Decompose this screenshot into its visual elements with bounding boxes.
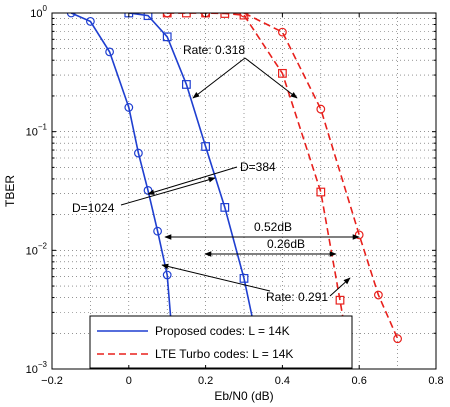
series-line [167,13,399,340]
legend-proposed-label: Proposed codes: L = 14K [155,324,290,338]
plot-frame [51,12,437,370]
data-point-square [220,203,230,212]
rate-0291-arrow-right [329,277,351,297]
annotation-rate-0318: Rate: 0.318 [183,43,245,57]
x-axis-label: Eb/N0 (dB) [214,389,273,403]
y-tick-label: 10−1 [26,123,48,139]
series-line [70,13,176,369]
legend: Proposed codes: L = 14K LTE Turbo codes:… [89,315,353,369]
x-tick-label: 0 [126,375,132,387]
annotation-rate-0291: Rate: 0.291 [266,290,328,304]
annotation-d1024: D=1024 [72,201,115,215]
series-proposed-square [124,13,264,369]
data-point-square [162,32,172,42]
data-point-circle [66,13,76,18]
data-point-circle [239,13,249,18]
annotation-026db: 0.26dB [267,237,305,251]
rate-0318-arrow-right [244,57,298,99]
data-point-circle [278,27,287,37]
annotations: Rate: 0.318 D=384 D=1024 0.52dB 0.26dB R… [72,43,360,304]
rate-0318-arrow-left [192,57,246,99]
axes: −0.2 0 0.2 0.4 0.6 0.8 100 10−1 10−2 10−3 [26,4,444,387]
d384-arrow [147,166,238,195]
data-point-circle [133,148,143,158]
series-proposed-circle [66,13,176,369]
data-point-circle [393,334,403,344]
y-tick-label: 100 [30,4,47,20]
x-tick-label: −0.2 [41,375,63,387]
data-point-circle [162,270,172,280]
x-tick-label: 0.6 [352,375,367,387]
annotation-052db: 0.52dB [254,220,292,234]
x-tick-label: 0.2 [198,375,213,387]
data-point-circle [153,226,163,236]
y-tick-label: 10−3 [26,360,48,376]
data-point-circle [124,103,134,112]
legend-lte-label: LTE Turbo codes: L = 14K [155,347,293,361]
data-point-square [201,142,211,151]
data-point-square [182,13,191,18]
data-point-square [143,13,153,21]
legend-box [89,315,353,369]
data-point-circle [162,13,172,18]
y-axis-label: TBER [3,175,17,207]
series-line [167,13,353,369]
data-point-circle [316,104,326,114]
rate-0291-arrow-left [161,263,271,292]
x-tick-label: 0.4 [275,375,290,387]
data-point-circle [105,47,114,57]
y-tick-label: 10−2 [26,241,48,257]
data-point-square [239,274,249,283]
data-point-circle [374,290,383,300]
data-point-square [335,295,345,305]
d1024-arrow [120,177,216,206]
annotation-d384: D=384 [240,160,276,174]
data-point-square [316,187,326,197]
data-point-square [278,68,287,78]
data-point-circle [85,16,95,26]
x-tick-label: 0.8 [428,375,443,387]
data-point-square [182,80,191,89]
